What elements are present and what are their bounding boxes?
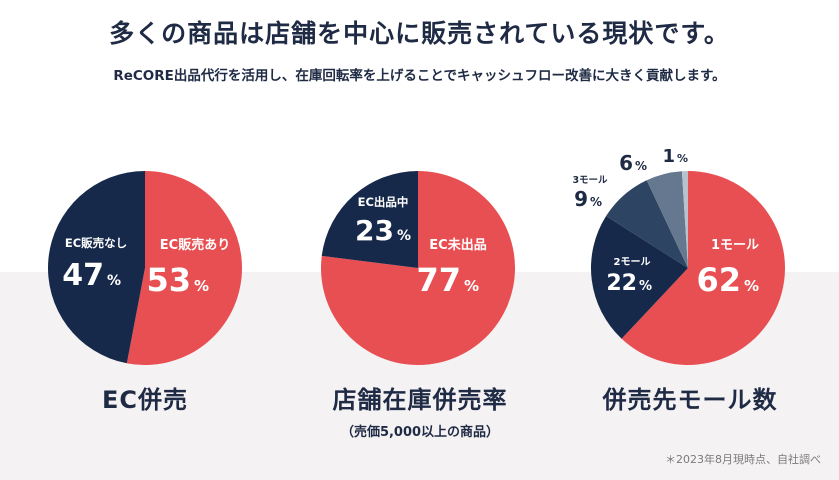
chart-title-mall-count: 併売先モール数 (602, 386, 778, 414)
slice-value-ec-sales-yes: 53 (146, 261, 191, 299)
chart-caption-mall-count: 併売先モール数 (570, 380, 810, 415)
pie-slice-ec-not-listed (320, 171, 515, 365)
slice-label-ec-sales-no: EC販売なし (65, 236, 127, 250)
pie-chart-mall-count: 1モール 62 % 2モール 22 % 3モール 9 % 6 % 1 % (572, 146, 786, 365)
footnote: ＊2023年8月現時点、自社調べ (665, 453, 821, 466)
chart-subtitle-store-inventory: （売価5,000以上の商品） (340, 425, 500, 440)
slice-unit-5-malls: % (677, 152, 688, 165)
slice-value-ec-not-listed: 77 (416, 261, 461, 299)
pie-chart-store-inventory: EC未出品 77 % EC出品中 23 % (320, 170, 515, 365)
slice-label-ec-listed: EC出品中 (358, 195, 409, 209)
slice-label-ec-not-listed: EC未出品 (429, 237, 486, 253)
chart-title-ec-combined: EC併売 (101, 386, 188, 414)
slice-value-1-mall: 62 (696, 261, 741, 299)
page-subtitle: ReCORE出品代行を活用し、在庫回転率を上げることでキャッシュフロー改善に大き… (113, 68, 726, 84)
slice-label-3-malls: 3モール (572, 175, 608, 186)
slice-unit-3-malls: % (590, 195, 602, 209)
slice-value-ec-sales-no: 47 (62, 258, 104, 293)
chart-caption-store-inventory: 店舗在庫併売率 （売価5,000以上の商品） (300, 380, 540, 440)
slice-value-5-malls: 1 (662, 146, 675, 167)
slice-value-4-malls: 6 (619, 151, 633, 175)
slice-value-2-malls: 22 (606, 271, 637, 296)
pie-slice-3-malls (606, 180, 688, 268)
slice-value-ec-listed: 23 (355, 214, 394, 247)
pie-slice-ec-sales-yes (126, 171, 243, 366)
slice-unit-1-mall: % (744, 277, 759, 295)
page-title: 多くの商品は店舗を中心に販売されている現状です。 (109, 19, 730, 48)
slice-label-ec-sales-yes: EC販売あり (160, 237, 230, 253)
slice-value-3-malls: 9 (574, 187, 588, 211)
slice-unit-ec-not-listed: % (464, 277, 479, 295)
chart-title-store-inventory: 店舗在庫併売率 (332, 386, 508, 414)
pie-slice-2-malls (590, 216, 688, 339)
slice-label-1-mall: 1モール (711, 238, 759, 253)
slice-label-2-malls: 2モール (614, 257, 651, 268)
pie-slice-1-mall (621, 171, 786, 365)
pie-slice-5-malls (681, 170, 688, 268)
pie-slice-4-malls (646, 171, 688, 268)
slice-unit-ec-sales-yes: % (194, 277, 209, 295)
slice-unit-ec-sales-no: % (107, 273, 121, 289)
slice-unit-ec-listed: % (397, 228, 411, 244)
pie-slice-ec-sales-no (48, 171, 145, 364)
slice-unit-2-malls: % (639, 279, 652, 294)
pie-slice-ec-listed (321, 170, 418, 268)
chart-caption-ec-combined: EC併売 (45, 380, 245, 415)
slice-unit-4-malls: % (635, 159, 647, 173)
pie-chart-ec-combined: EC販売あり 53 % EC販売なし 47 % (48, 171, 243, 366)
